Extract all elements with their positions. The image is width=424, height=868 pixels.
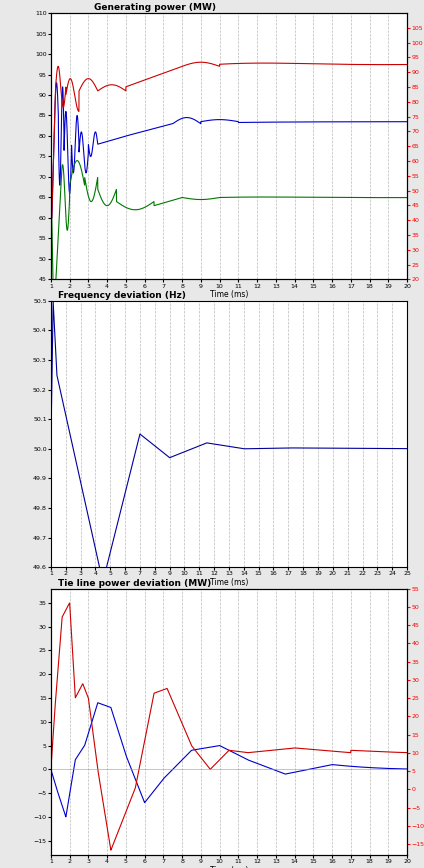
Text: Frequency deviation (Hz): Frequency deviation (Hz) (58, 291, 186, 300)
X-axis label: Time (ms): Time (ms) (210, 865, 248, 868)
Legend: Frequency_Bus 1, Frequency_Bus 2, Frequency_Bus 3, Frequency_Bus 4, Frequency_Bu: Frequency_Bus 1, Frequency_Bus 2, Freque… (143, 710, 315, 738)
Legend: MW Terminal_Gen 1 #1, MW Terminal_Gen 2 #1, MW Terminal_Gen 3 #1: MW Terminal_Gen 1 #1, MW Terminal_Gen 2 … (148, 404, 310, 424)
Text: Generating power (MW): Generating power (MW) (94, 3, 216, 12)
X-axis label: Time (ms): Time (ms) (210, 578, 248, 587)
X-axis label: Time (ms): Time (ms) (210, 290, 248, 299)
Text: Tie line power deviation (MW): Tie line power deviation (MW) (58, 579, 211, 588)
